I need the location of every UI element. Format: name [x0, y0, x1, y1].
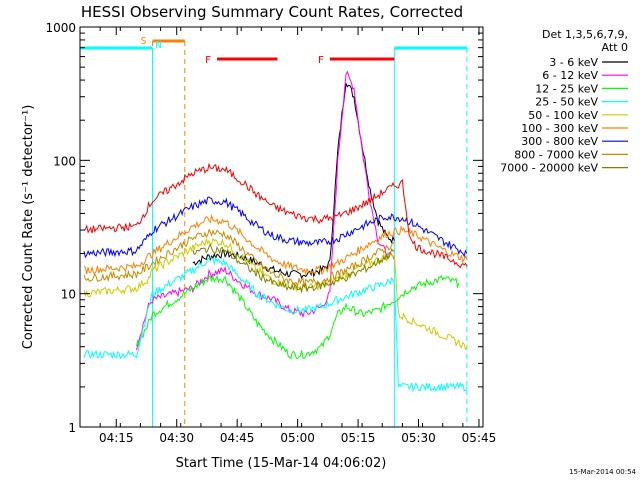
- series-line-5: [83, 213, 468, 276]
- x-tick-label-2: 04:45: [220, 431, 255, 445]
- x-tick-label-4: 05:15: [341, 431, 376, 445]
- series-layer: [83, 70, 468, 393]
- chart-title: HESSI Observing Summary Count Rates, Cor…: [81, 3, 463, 21]
- legend-label-2: 12 - 25 keV: [535, 82, 598, 95]
- flag-label-N-1: N: [156, 40, 162, 51]
- y-axis-label: Corrected Count Rate (s⁻¹ detector⁻¹): [21, 105, 36, 350]
- legend-label-6: 300 - 800 keV: [521, 135, 598, 148]
- legend-label-8: 7000 - 20000 keV: [500, 162, 598, 175]
- legend-label-1: 6 - 12 keV: [542, 69, 598, 82]
- legend-label-0: 3 - 6 keV: [549, 56, 598, 69]
- series-line-4: [83, 237, 468, 351]
- series-line-6: [83, 196, 468, 259]
- legend-header-line-1: Det 1,3,5,6,7,9,: [542, 28, 628, 41]
- x-axis-label: Start Time (15-Mar-14 04:06:02): [176, 456, 387, 471]
- plot-frame: [79, 26, 484, 428]
- x-tick-label-1: 04:30: [159, 431, 194, 445]
- legend-label-3: 25 - 50 keV: [535, 96, 598, 109]
- legend-label-4: 50 - 100 keV: [528, 109, 598, 122]
- x-tick-label-5: 05:30: [401, 431, 436, 445]
- x-axis: 04:15 04:30 04:45 05:00 05:15 05:30 05:45: [79, 27, 497, 445]
- x-tick-label-6: 05:45: [462, 431, 497, 445]
- legend-label-7: 800 - 7000 keV: [514, 148, 598, 161]
- series-line-9: [83, 162, 468, 269]
- series-line-1: [135, 70, 395, 351]
- legend-label-5: 100 - 300 keV: [521, 122, 598, 135]
- y-tick-label-1: 10: [61, 288, 76, 302]
- series-line-2: [135, 274, 460, 360]
- legend-header-line-2: Att 0: [602, 41, 628, 54]
- series-line-3: [83, 256, 468, 393]
- series-line-8: [192, 242, 395, 294]
- y-tick-label-3: 1000: [45, 21, 76, 35]
- timestamp: 15-Mar-2014 00:54: [569, 468, 636, 476]
- y-tick-label-2: 100: [53, 154, 76, 168]
- y-tick-label-0: 1: [68, 421, 76, 435]
- flag-label-S-0: S: [141, 36, 147, 47]
- flag-label-F-3: F: [205, 55, 211, 66]
- y-axis: 1 10 100 1000: [45, 21, 483, 435]
- x-tick-label-3: 05:00: [280, 431, 315, 445]
- flag-label-F-4: F: [318, 55, 324, 66]
- x-tick-label-0: 04:15: [99, 431, 134, 445]
- series-line-7: [83, 228, 395, 288]
